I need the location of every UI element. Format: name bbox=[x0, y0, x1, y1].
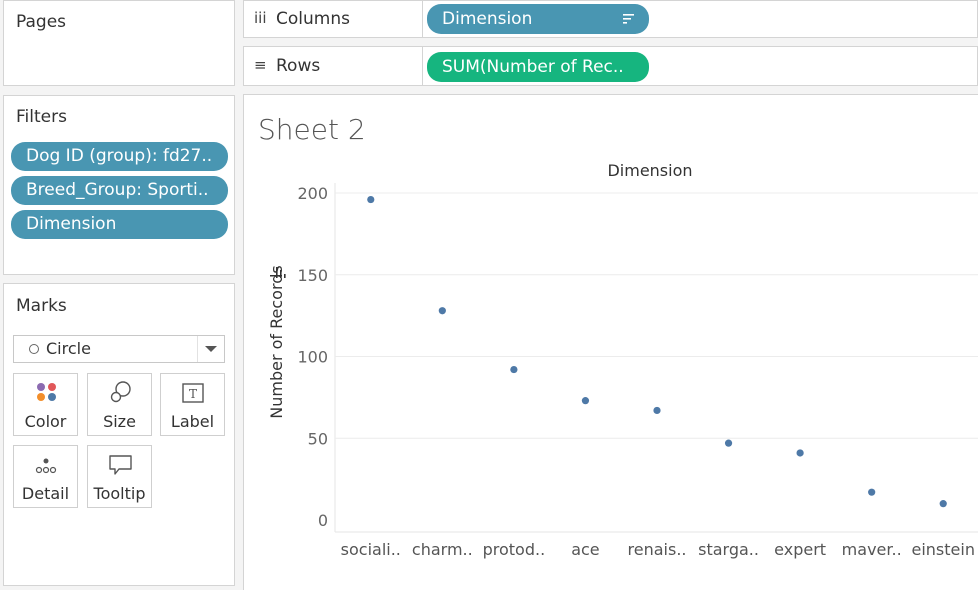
mark-type-label: Circle bbox=[46, 339, 91, 358]
size-button[interactable]: Size bbox=[87, 373, 152, 436]
y-axis-title: Number of Records bbox=[267, 265, 286, 418]
filters-card[interactable]: Filters Dog ID (group): fd27.. Breed_Gro… bbox=[3, 95, 235, 275]
y-axis-sort-icon[interactable] bbox=[276, 267, 286, 278]
columns-label: Columns bbox=[276, 9, 350, 29]
columns-pill-dimension[interactable]: Dimension bbox=[427, 4, 649, 34]
data-point bbox=[438, 307, 446, 315]
y-tick-label: 150 bbox=[297, 266, 328, 285]
chart: 0 50 100 150 200 Dimension Number of Records so… bbox=[267, 161, 978, 559]
filter-pill-dimension[interactable]: Dimension bbox=[11, 210, 228, 239]
x-tick-label: einstein bbox=[911, 540, 974, 559]
rows-pill-sum-records[interactable]: SUM(Number of Rec.. bbox=[427, 52, 649, 82]
data-point bbox=[796, 449, 804, 457]
pages-card[interactable]: Pages bbox=[3, 0, 235, 86]
rows-icon: ≡ bbox=[254, 56, 267, 74]
label-label: Label bbox=[170, 412, 215, 431]
data-point bbox=[724, 439, 733, 447]
rows-shelf[interactable]: ≡ Rows SUM(Number of Rec.. bbox=[243, 46, 978, 86]
x-tick-label: starga.. bbox=[698, 540, 759, 559]
columns-shelf-header: iii Columns bbox=[244, 1, 423, 37]
color-label: Color bbox=[24, 412, 67, 431]
filters-title: Filters bbox=[16, 107, 67, 127]
y-tick-label: 0 bbox=[318, 511, 328, 530]
data-point bbox=[367, 195, 375, 204]
y-tick-label: 100 bbox=[297, 348, 328, 367]
sort-icon[interactable] bbox=[623, 13, 635, 25]
detail-label: Detail bbox=[21, 484, 70, 503]
size-icon bbox=[110, 381, 131, 403]
x-tick-label: protod.. bbox=[483, 540, 546, 559]
pages-title: Pages bbox=[16, 12, 67, 32]
x-tick-label: charm.. bbox=[412, 540, 473, 559]
label-button[interactable]: T Label bbox=[160, 373, 225, 436]
column-header-title: Dimension bbox=[607, 161, 692, 180]
marks-card: Marks Circle Color Size T Label D bbox=[3, 283, 235, 586]
detail-icon bbox=[35, 458, 57, 474]
tooltip-icon bbox=[109, 455, 132, 475]
circle-icon bbox=[29, 344, 39, 354]
rows-shelf-header: ≡ Rows bbox=[244, 47, 423, 85]
tooltip-button[interactable]: Tooltip bbox=[87, 445, 152, 508]
size-label: Size bbox=[103, 412, 136, 431]
x-tick-label: sociali.. bbox=[341, 540, 401, 559]
x-tick-label: ace bbox=[571, 540, 599, 559]
sheet-title: Sheet 2 bbox=[258, 113, 366, 146]
columns-pill-label: Dimension bbox=[442, 9, 533, 29]
tooltip-label: Tooltip bbox=[93, 484, 146, 503]
x-tick-label: expert bbox=[774, 540, 826, 559]
x-tick-label: maver.. bbox=[842, 540, 902, 559]
x-tick-label: renais.. bbox=[628, 540, 687, 559]
y-tick-label: 200 bbox=[297, 184, 328, 203]
color-icon bbox=[37, 383, 56, 401]
data-point bbox=[868, 488, 876, 496]
data-point bbox=[653, 406, 661, 415]
rows-label: Rows bbox=[276, 56, 321, 76]
data-point bbox=[581, 397, 590, 405]
label-icon: T bbox=[182, 383, 204, 403]
mark-type-dropdown[interactable]: Circle bbox=[13, 335, 225, 363]
columns-icon: iii bbox=[254, 9, 267, 27]
marks-title: Marks bbox=[16, 296, 67, 316]
detail-button[interactable]: Detail bbox=[13, 445, 78, 508]
data-point bbox=[510, 365, 518, 374]
filter-pill-breed-group[interactable]: Breed_Group: Sporti.. bbox=[11, 176, 228, 205]
columns-shelf[interactable]: iii Columns Dimension bbox=[243, 0, 978, 38]
data-point bbox=[939, 500, 947, 508]
y-tick-label: 50 bbox=[308, 429, 328, 448]
sheet-view: Sheet 2 0 50 100 150 200 Dimension Number of R… bbox=[243, 94, 978, 590]
svg-text:T: T bbox=[189, 387, 197, 401]
color-button[interactable]: Color bbox=[13, 373, 78, 436]
chevron-down-icon[interactable] bbox=[197, 336, 223, 362]
filter-pill-dog-id[interactable]: Dog ID (group): fd27.. bbox=[11, 142, 228, 171]
